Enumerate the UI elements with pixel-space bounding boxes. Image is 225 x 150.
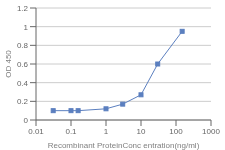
svg-text:1.2: 1.2 <box>17 4 29 13</box>
svg-text:10: 10 <box>137 127 146 136</box>
svg-text:100: 100 <box>169 127 183 136</box>
svg-text:OD 450: OD 450 <box>8 50 13 78</box>
svg-text:0.01: 0.01 <box>28 127 44 136</box>
svg-text:1: 1 <box>104 127 109 136</box>
svg-text:0.2: 0.2 <box>17 97 29 106</box>
svg-text:Recombinant ProteinConc entrat: Recombinant ProteinConc entration(ng/ml) <box>48 141 200 150</box>
svg-text:0.6: 0.6 <box>17 60 29 69</box>
svg-text:1: 1 <box>24 23 29 32</box>
svg-text:0.8: 0.8 <box>17 41 29 50</box>
svg-text:1000: 1000 <box>202 127 217 136</box>
svg-text:0.4: 0.4 <box>17 79 29 88</box>
svg-text:0: 0 <box>24 116 29 125</box>
svg-text:0.1: 0.1 <box>65 127 77 136</box>
